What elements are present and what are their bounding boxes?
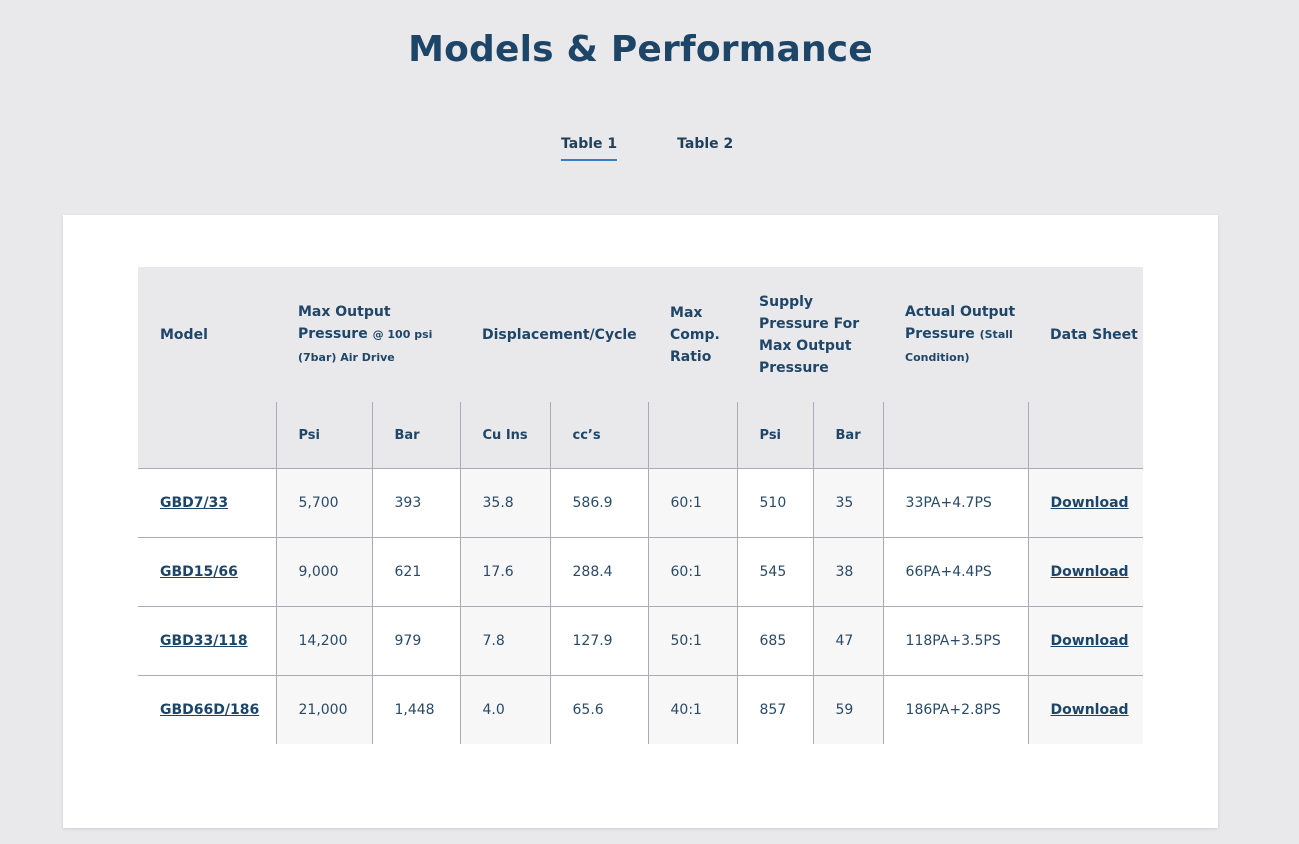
subheader-empty	[1027, 402, 1144, 469]
model-link[interactable]: GBD7/33	[160, 495, 229, 511]
cell-ccs: 586.9	[549, 468, 649, 538]
table-row: GBD66D/186 21,000 1,448 4.0 65.6 40:1 85…	[138, 675, 1144, 744]
cell-psi: 5,700	[275, 468, 372, 538]
cell-supply-bar: 59	[812, 675, 884, 744]
header-model: Model	[138, 267, 276, 402]
header-actual-output-main: Actual Output Pressure	[905, 303, 1016, 342]
cell-psi: 9,000	[275, 537, 372, 607]
subheader-bar: Bar	[371, 402, 460, 469]
subheader-empty	[138, 402, 276, 469]
cell-supply-psi: 857	[736, 675, 814, 744]
table-card: Model Max Output Pressure @ 100 psi (7ba…	[63, 215, 1218, 828]
cell-cu-ins: 17.6	[459, 537, 550, 607]
cell-supply-psi: 510	[736, 468, 814, 538]
cell-cu-ins: 4.0	[459, 675, 550, 744]
header-actual-output: Actual Output Pressure (Stall Condition)	[883, 267, 1029, 402]
table-row: GBD7/33 5,700 393 35.8 586.9 60:1 510 35…	[138, 468, 1144, 538]
cell-actual-output: 33PA+4.7PS	[882, 468, 1029, 538]
cell-supply-bar: 47	[812, 606, 884, 676]
model-link[interactable]: GBD15/66	[160, 564, 238, 580]
model-link[interactable]: GBD33/118	[160, 633, 248, 649]
subheader-empty	[647, 402, 738, 469]
cell-bar: 979	[371, 606, 460, 676]
table-row: GBD15/66 9,000 621 17.6 288.4 60:1 545 3…	[138, 537, 1144, 607]
cell-supply-psi: 685	[736, 606, 814, 676]
cell-ratio: 60:1	[647, 537, 738, 607]
header-max-comp-ratio: Max Comp. Ratio	[648, 267, 738, 402]
header-supply-pressure: Supply Pressure For Max Output Pressure	[737, 267, 884, 402]
cell-ccs: 127.9	[549, 606, 649, 676]
cell-ccs: 288.4	[549, 537, 649, 607]
cell-supply-bar: 38	[812, 537, 884, 607]
header-max-output: Max Output Pressure @ 100 psi (7bar) Air…	[276, 267, 460, 402]
cell-cu-ins: 7.8	[459, 606, 550, 676]
subheader-supply-psi: Psi	[736, 402, 814, 469]
cell-actual-output: 66PA+4.4PS	[882, 537, 1029, 607]
cell-supply-psi: 545	[736, 537, 814, 607]
cell-bar: 621	[371, 537, 460, 607]
download-link[interactable]: Download	[1050, 633, 1129, 649]
tab-table-1[interactable]: Table 1	[561, 136, 618, 161]
cell-bar: 1,448	[371, 675, 460, 744]
table-tabs: Table 1 Table 2	[561, 136, 733, 161]
download-link[interactable]: Download	[1050, 495, 1129, 511]
table-row: GBD33/118 14,200 979 7.8 127.9 50:1 685 …	[138, 606, 1144, 676]
cell-supply-bar: 35	[812, 468, 884, 538]
page-title: Models & Performance	[408, 29, 873, 70]
download-link[interactable]: Download	[1050, 564, 1129, 580]
cell-ratio: 50:1	[647, 606, 738, 676]
cell-psi: 14,200	[275, 606, 372, 676]
model-link[interactable]: GBD66D/186	[160, 702, 260, 718]
subheader-psi: Psi	[275, 402, 372, 469]
header-displacement: Displacement/Cycle	[460, 267, 649, 402]
cell-actual-output: 118PA+3.5PS	[882, 606, 1029, 676]
header-max-output-note: @ 100 psi (7bar) Air Drive	[298, 327, 433, 364]
header-actual-output-note: (Stall Condition)	[905, 327, 1013, 364]
tab-table-2[interactable]: Table 2	[677, 136, 734, 152]
subheader-cu-ins: Cu Ins	[459, 402, 550, 469]
cell-ratio: 40:1	[647, 675, 738, 744]
cell-bar: 393	[371, 468, 460, 538]
cell-cu-ins: 35.8	[459, 468, 550, 538]
cell-actual-output: 186PA+2.8PS	[882, 675, 1029, 744]
cell-psi: 21,000	[275, 675, 372, 744]
header-data-sheet: Data Sheet	[1028, 267, 1144, 402]
subheader-ccs: cc’s	[549, 402, 649, 469]
cell-ccs: 65.6	[549, 675, 649, 744]
subheader-supply-bar: Bar	[812, 402, 884, 469]
subheader-empty	[882, 402, 1029, 469]
download-link[interactable]: Download	[1050, 702, 1129, 718]
header-max-output-main: Max Output Pressure	[298, 303, 391, 342]
performance-table: Model Max Output Pressure @ 100 psi (7ba…	[138, 267, 1144, 744]
cell-ratio: 60:1	[647, 468, 738, 538]
